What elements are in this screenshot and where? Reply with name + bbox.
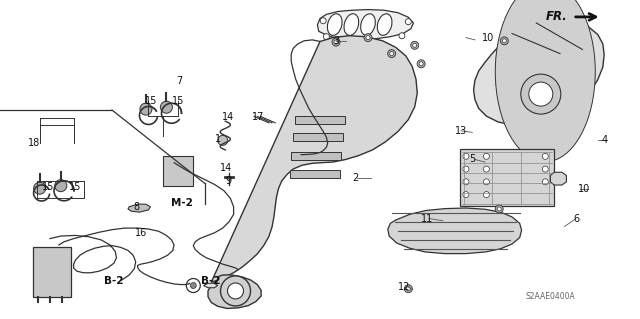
Circle shape xyxy=(542,153,548,159)
Polygon shape xyxy=(317,10,413,40)
Text: M-2: M-2 xyxy=(172,197,193,208)
Circle shape xyxy=(366,36,370,40)
Circle shape xyxy=(463,179,469,185)
Circle shape xyxy=(140,103,152,115)
Circle shape xyxy=(228,283,243,299)
Bar xyxy=(295,115,345,124)
Text: 15: 15 xyxy=(42,182,54,192)
Circle shape xyxy=(34,182,45,194)
Circle shape xyxy=(218,135,228,145)
Text: 14: 14 xyxy=(222,112,235,122)
Polygon shape xyxy=(128,204,150,212)
Circle shape xyxy=(542,179,548,185)
Circle shape xyxy=(404,285,412,293)
Ellipse shape xyxy=(361,14,375,35)
Circle shape xyxy=(411,41,419,49)
Text: 4: 4 xyxy=(602,135,608,145)
Text: 14: 14 xyxy=(220,163,232,174)
Text: FR.: FR. xyxy=(546,11,568,23)
Circle shape xyxy=(388,49,396,58)
Bar xyxy=(460,149,554,206)
Text: B-2: B-2 xyxy=(202,276,221,286)
Circle shape xyxy=(483,153,490,159)
Text: 17: 17 xyxy=(252,112,264,122)
Text: 9: 9 xyxy=(225,175,232,186)
Text: 7: 7 xyxy=(176,76,182,86)
Text: 15: 15 xyxy=(145,96,157,107)
Circle shape xyxy=(221,276,250,306)
Circle shape xyxy=(483,192,490,197)
Circle shape xyxy=(529,82,553,106)
Text: S2AAE0400A: S2AAE0400A xyxy=(525,292,575,301)
Circle shape xyxy=(190,283,196,288)
Circle shape xyxy=(320,18,326,24)
Text: 16: 16 xyxy=(134,228,147,238)
Circle shape xyxy=(413,43,417,47)
Text: 11: 11 xyxy=(421,213,434,224)
Text: 18: 18 xyxy=(28,138,40,148)
Text: 5: 5 xyxy=(469,154,476,165)
Circle shape xyxy=(334,40,338,44)
Bar xyxy=(293,133,343,141)
Text: 6: 6 xyxy=(573,214,579,225)
Ellipse shape xyxy=(344,14,358,35)
Bar xyxy=(291,152,341,160)
Text: B-2: B-2 xyxy=(104,276,124,286)
Ellipse shape xyxy=(328,14,342,35)
Polygon shape xyxy=(204,283,218,288)
Bar xyxy=(163,156,193,186)
Text: 15: 15 xyxy=(172,96,184,107)
Circle shape xyxy=(500,37,508,45)
Text: 10: 10 xyxy=(578,184,591,195)
Circle shape xyxy=(364,33,372,42)
Ellipse shape xyxy=(378,14,392,35)
Circle shape xyxy=(502,39,506,43)
Text: 12: 12 xyxy=(398,282,411,292)
Circle shape xyxy=(521,74,561,114)
Circle shape xyxy=(323,34,330,40)
Circle shape xyxy=(399,33,405,39)
Circle shape xyxy=(406,287,410,291)
Circle shape xyxy=(463,192,469,197)
Text: 8: 8 xyxy=(133,202,140,212)
Text: 13: 13 xyxy=(454,126,467,136)
Text: 2: 2 xyxy=(352,173,358,183)
Text: 10: 10 xyxy=(481,33,494,43)
Polygon shape xyxy=(211,36,417,282)
Circle shape xyxy=(463,153,469,159)
Circle shape xyxy=(55,180,67,192)
Circle shape xyxy=(417,60,425,68)
Circle shape xyxy=(186,278,200,293)
Polygon shape xyxy=(388,208,522,254)
Circle shape xyxy=(497,207,501,211)
Circle shape xyxy=(542,166,548,172)
Circle shape xyxy=(419,62,423,66)
Text: 3: 3 xyxy=(333,36,339,46)
Bar xyxy=(289,170,340,178)
Circle shape xyxy=(483,179,490,185)
Polygon shape xyxy=(474,18,604,126)
Circle shape xyxy=(161,101,172,113)
Polygon shape xyxy=(550,172,566,185)
Circle shape xyxy=(390,52,394,56)
Text: 1: 1 xyxy=(214,134,221,144)
Circle shape xyxy=(483,166,490,172)
Polygon shape xyxy=(208,275,261,308)
Circle shape xyxy=(405,19,412,25)
Circle shape xyxy=(463,166,469,172)
Circle shape xyxy=(332,38,340,46)
Bar xyxy=(33,247,71,297)
Circle shape xyxy=(495,205,503,213)
Ellipse shape xyxy=(495,0,595,162)
Text: 15: 15 xyxy=(69,182,82,192)
